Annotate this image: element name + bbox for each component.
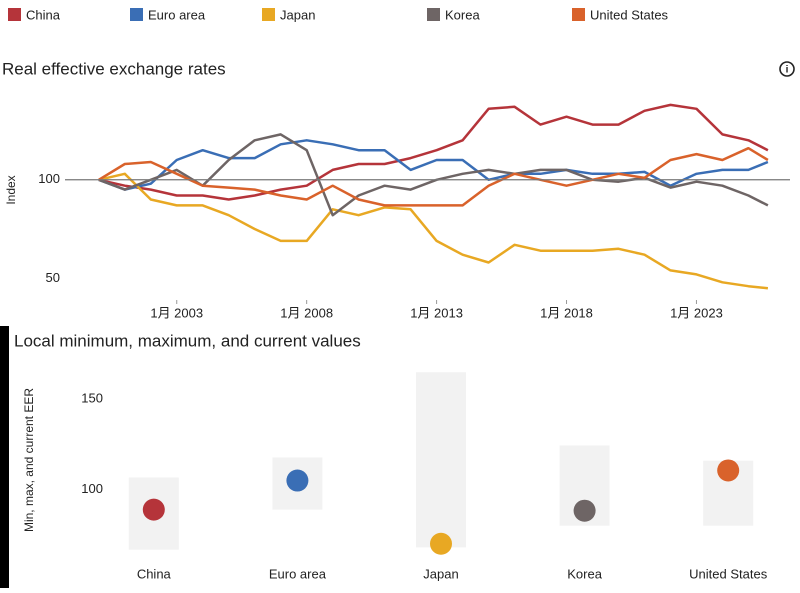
legend-label: United States (590, 7, 669, 22)
x-tick-label: 1月 2023 (670, 305, 723, 320)
series-line (98, 146, 769, 207)
legend-swatch (572, 8, 585, 21)
current-dot (430, 532, 452, 555)
edge (0, 326, 9, 588)
series-line (98, 139, 769, 191)
x-tick-label: Japan (423, 566, 458, 581)
current-dot (717, 459, 740, 482)
x-tick-label: 1月 2013 (410, 305, 463, 320)
svg-text:i: i (786, 65, 789, 76)
legend-swatch (130, 8, 143, 21)
legend-swatch (8, 8, 21, 21)
info-icon[interactable]: i (779, 61, 795, 77)
chart-title: Local minimum, maximum, and current valu… (14, 331, 361, 350)
x-tick-label: 1月 2018 (540, 305, 593, 320)
current-dot (142, 498, 165, 521)
x-tick-label: Euro area (269, 566, 327, 581)
y-tick-label: 50 (46, 270, 60, 285)
series-line (98, 133, 769, 217)
legend-swatch (427, 8, 440, 21)
x-tick-label: 1月 2003 (150, 305, 203, 320)
y-axis-label: Min, max, and current EER (22, 388, 36, 532)
legend-label: Korea (445, 7, 480, 22)
current-dot (286, 469, 309, 492)
y-axis-label: Index (4, 175, 18, 204)
series-line (98, 172, 769, 290)
y-tick-label: 100 (81, 481, 103, 496)
chart-title: Real effective exchange rates (2, 59, 226, 78)
current-dot (573, 499, 596, 522)
y-tick-label: 150 (81, 391, 103, 406)
legend-swatch (262, 8, 275, 21)
x-tick-label: 1月 2008 (280, 305, 333, 320)
y-tick-label: 100 (38, 171, 60, 186)
x-tick-label: Korea (567, 566, 602, 581)
legend-label: China (26, 7, 61, 22)
legend-label: Japan (280, 7, 315, 22)
series-line (98, 103, 769, 201)
legend-label: Euro area (148, 7, 206, 22)
x-tick-label: China (137, 566, 172, 581)
x-tick-label: United States (689, 566, 768, 581)
range-box (416, 372, 466, 548)
